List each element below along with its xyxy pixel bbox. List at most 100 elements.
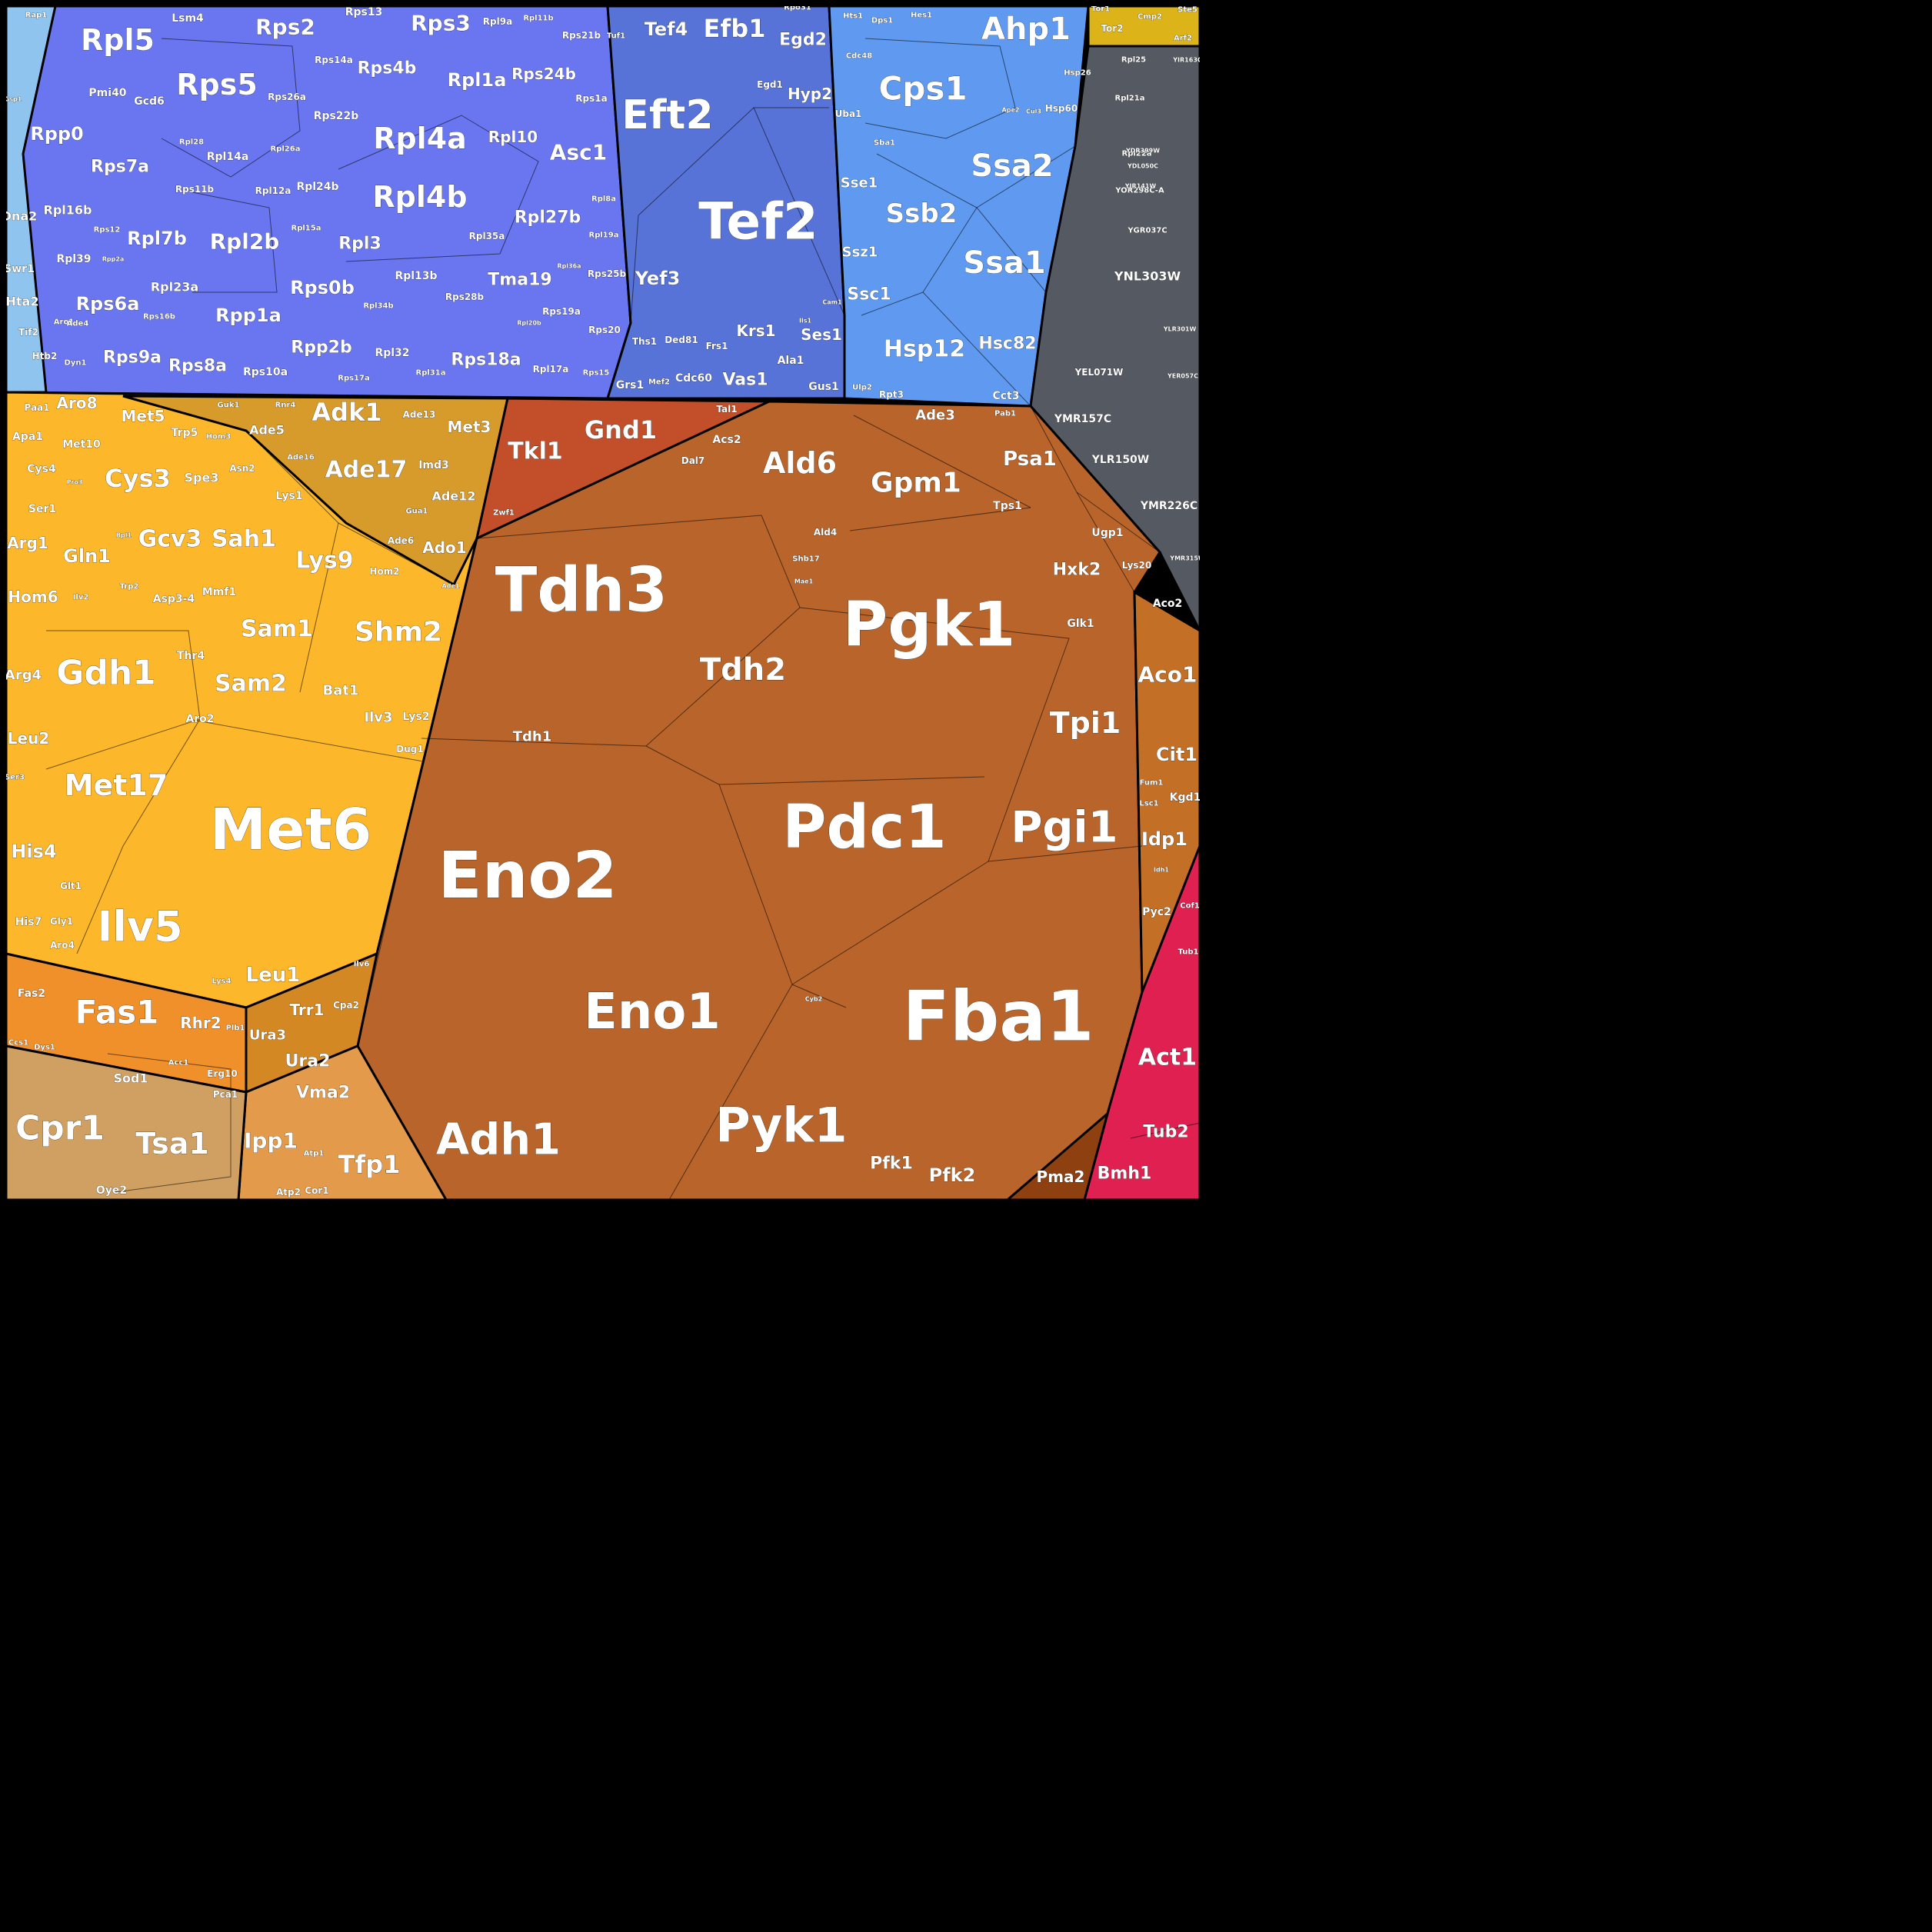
protein-label-rps19a: Rps19a [542,306,581,317]
protein-label-lys4: Lys4 [212,978,231,986]
protein-label-rpl2b: Rpl2b [210,229,280,255]
protein-label-lys2: Lys2 [402,711,429,723]
cell-border [1076,491,1161,553]
protein-label-ssb2: Ssb2 [886,198,958,229]
protein-label-spe3: Spe3 [185,471,219,485]
protein-label-hsp12: Hsp12 [884,336,965,363]
protein-label-gus1: Gus1 [808,381,839,393]
protein-label-tfp1: Tfp1 [338,1150,401,1179]
protein-label-rpl5: Rpl5 [81,23,155,57]
protein-label-ade1: Ade1 [442,583,460,590]
protein-label-ipp1: Ipp1 [244,1128,298,1154]
protein-label-frs1: Frs1 [706,341,728,351]
protein-label-tdh1: Tdh1 [513,729,552,745]
protein-label-pab1: Pab1 [994,410,1016,418]
cell-border [1130,1122,1201,1139]
protein-label-rpl28: Rpl28 [179,138,204,147]
protein-label-erg10: Erg10 [207,1068,237,1079]
protein-label-atp2: Atp2 [276,1187,301,1198]
protein-label-cdc60: Cdc60 [675,372,712,385]
protein-label-met5: Met5 [122,407,165,425]
protein-label-egd1: Egd1 [757,79,783,90]
protein-label-paa1: Paa1 [24,402,49,413]
protein-label-pdc1: Pdc1 [782,793,947,862]
protein-label-hsp26: Hsp26 [1064,69,1091,78]
protein-label-sam1: Sam1 [241,616,313,643]
protein-label-rpl3: Rpl3 [338,235,381,254]
protein-label-ynl303w: YNL303W [1114,269,1181,284]
protein-label-rps16b: Rps16b [143,313,175,321]
protein-label-rpl34b: Rpl34b [363,302,393,311]
cell-border [988,845,1143,862]
protein-label-bpl1: Bpl1 [116,532,132,539]
protein-label-cpa2: Cpa2 [333,1000,359,1011]
protein-label-imd3: Imd3 [418,459,449,471]
protein-label-acs2: Acs2 [712,434,741,446]
protein-label-rpl17a: Rpl17a [533,364,569,375]
protein-label-rpl31a: Rpl31a [416,369,446,378]
cell-border [753,107,845,316]
protein-label-gsp1: Gsp1 [5,96,22,103]
protein-label-idp1: Idp1 [1141,828,1188,850]
protein-label-bat1: Bat1 [323,683,359,699]
protein-label-ymr157c: YMR157C [1054,413,1111,425]
protein-label-idh1: Idh1 [1154,867,1169,874]
protein-label-lys20: Lys20 [1122,560,1152,571]
protein-label-rhr2: Rhr2 [180,1014,221,1032]
protein-label-eft2: Eft2 [621,92,713,138]
protein-label-pro3: Pro3 [67,479,83,486]
protein-label-ssa1: Ssa1 [963,245,1045,281]
protein-label-glk1: Glk1 [1067,618,1094,630]
protein-label-yef3: Yef3 [635,268,681,289]
protein-label-arg1: Arg1 [7,534,48,552]
protein-label-pgk1: Pgk1 [843,589,1016,661]
protein-label-pyc2: Pyc2 [1142,906,1171,918]
protein-label-tdh2: Tdh2 [700,652,786,688]
protein-label-trp2: Trp2 [120,583,139,591]
protein-label-rps15: Rps15 [583,369,610,378]
protein-label-cpr1: Cpr1 [15,1109,105,1148]
protein-label-cps1: Cps1 [878,70,967,108]
protein-label-trp5: Trp5 [172,427,198,439]
protein-label-ssa2: Ssa2 [971,148,1053,184]
protein-label-rpl21a: Rpl21a [1115,95,1145,103]
protein-label-cmp2: Cmp2 [1138,13,1162,22]
protein-label-grs1: Grs1 [616,379,644,391]
protein-label-efb1: Efb1 [704,14,766,43]
protein-label-htb2: Htb2 [32,351,58,361]
protein-label-tkl1: Tkl1 [508,438,563,465]
protein-label-rps5: Rps5 [176,68,258,102]
protein-label-shm2: Shm2 [355,617,442,648]
protein-label-aro8: Aro8 [57,394,98,412]
protein-label-cdc48: Cdc48 [846,52,872,61]
protein-label-ser3: Ser3 [5,774,25,782]
cell-border [338,115,539,262]
protein-label-ade16: Ade16 [287,454,315,462]
protein-label-rps21b: Rps21b [562,30,601,41]
protein-label-hom2: Hom2 [369,566,399,577]
protein-label-ydr399w: YDR399W [1125,148,1160,155]
protein-label-rps25b: Rps25b [588,268,627,279]
protein-label-cys3: Cys3 [105,464,171,493]
protein-label-gnd1: Gnd1 [585,415,657,445]
protein-label-ymr226c: YMR226C [1140,500,1198,512]
protein-label-dys1: Dys1 [34,1044,55,1052]
protein-label-lsm4: Lsm4 [172,12,204,25]
protein-label-rpl15a: Rpl15a [291,225,321,233]
protein-label-uba1: Uba1 [835,108,862,119]
protein-label-hyp2: Hyp2 [788,85,832,103]
protein-label-hom6: Hom6 [8,588,58,606]
protein-label-rpl4b: Rpl4b [372,180,467,214]
protein-label-ade12: Ade12 [432,489,476,504]
protein-label-rpl16b: Rpl16b [44,203,92,218]
protein-label-vas1: Vas1 [722,371,768,390]
protein-label-asc1: Asc1 [550,140,607,165]
protein-label-ade17: Ade17 [325,457,408,484]
protein-label-tpi1: Tpi1 [1050,706,1121,740]
protein-label-rpl35a: Rpl35a [469,231,505,242]
protein-label-rpl20b: Rpl20b [517,320,541,327]
protein-label-sba1: Sba1 [874,139,895,148]
protein-label-ade4: Ade4 [67,320,89,328]
protein-label-sod1: Sod1 [113,1071,148,1086]
cell-border [630,215,639,324]
